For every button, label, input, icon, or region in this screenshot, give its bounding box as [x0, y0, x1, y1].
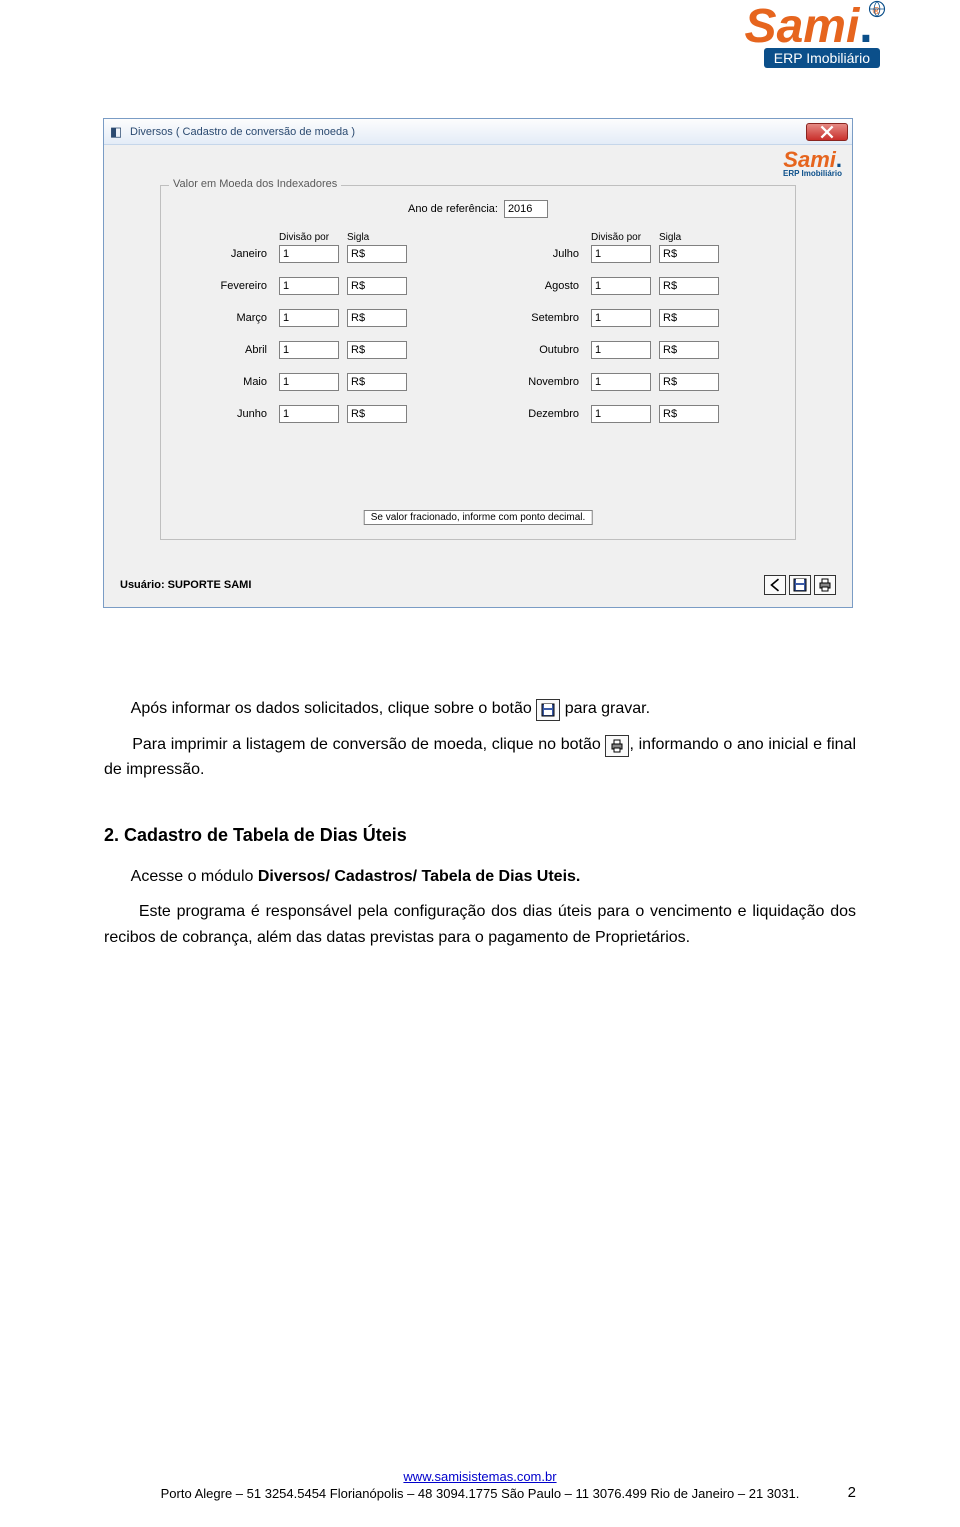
- month-label: Fevereiro: [201, 280, 271, 292]
- window-icon: ◧: [108, 124, 124, 140]
- months-grid: Divisão por Sigla Janeiro Fevereiro: [201, 232, 755, 502]
- month-label: Outubro: [513, 344, 583, 356]
- divisao-input[interactable]: [279, 309, 339, 327]
- divisao-input[interactable]: [279, 277, 339, 295]
- back-icon: [768, 578, 782, 592]
- month-label: Novembro: [513, 376, 583, 388]
- brand-logo-small: Sami. ERP Imobiliário: [783, 147, 842, 178]
- month-label: Junho: [201, 408, 271, 420]
- month-label: Março: [201, 312, 271, 324]
- header-divisao: Divisão por: [279, 232, 339, 243]
- paragraph-2: Para imprimir a listagem de conversão de…: [104, 732, 856, 783]
- ano-input[interactable]: [504, 200, 548, 218]
- groupbox-indexadores: Valor em Moeda dos Indexadores Ano de re…: [160, 185, 796, 540]
- sigla-input[interactable]: [659, 277, 719, 295]
- month-row: Outubro: [513, 341, 755, 359]
- sigla-input[interactable]: [659, 373, 719, 391]
- user-label: Usuário: SUPORTE SAMI: [120, 579, 251, 591]
- month-label: Janeiro: [201, 248, 271, 260]
- month-label: Dezembro: [513, 408, 583, 420]
- save-icon: [541, 703, 555, 717]
- month-row: Julho: [513, 245, 755, 263]
- brand-wordmark: Sami.®: [745, 8, 880, 46]
- footer-cities: Porto Alegre – 51 3254.5454 Florianópoli…: [104, 1486, 856, 1501]
- months-col-right: Divisão por Sigla Julho Agosto Set: [513, 232, 755, 502]
- header-divisao: Divisão por: [591, 232, 651, 243]
- ano-label: Ano de referência:: [408, 203, 498, 215]
- footer-url[interactable]: www.samisistemas.com.br: [403, 1469, 556, 1484]
- groupbox-title: Valor em Moeda dos Indexadores: [169, 178, 341, 190]
- divisao-input[interactable]: [279, 341, 339, 359]
- month-row: Agosto: [513, 277, 755, 295]
- month-label: Abril: [201, 344, 271, 356]
- close-button[interactable]: [806, 123, 848, 141]
- save-button[interactable]: [789, 575, 811, 595]
- titlebar[interactable]: ◧ Diversos ( Cadastro de conversão de mo…: [104, 119, 852, 145]
- sigla-input[interactable]: [347, 309, 407, 327]
- month-label: Julho: [513, 248, 583, 260]
- brand-text: Sami: [745, 0, 860, 53]
- print-icon: [610, 739, 624, 753]
- dialog-body: Sami. ERP Imobiliário Valor em Moeda dos…: [104, 145, 852, 607]
- close-icon: [820, 125, 834, 139]
- sigla-input[interactable]: [347, 277, 407, 295]
- month-label: Maio: [201, 376, 271, 388]
- document-body: Após informar os dados solicitados, cliq…: [104, 696, 856, 960]
- month-label: Setembro: [513, 312, 583, 324]
- section-heading: 2. Cadastro de Tabela de Dias Úteis: [104, 821, 856, 850]
- divisao-input[interactable]: [591, 373, 651, 391]
- paragraph-4: Este programa é responsável pela configu…: [104, 899, 856, 950]
- print-icon: [818, 578, 832, 592]
- header-sigla: Sigla: [347, 232, 407, 243]
- save-icon: [793, 578, 807, 592]
- print-button[interactable]: [814, 575, 836, 595]
- footer: www.samisistemas.com.br Porto Alegre – 5…: [104, 1469, 856, 1501]
- month-row: Fevereiro: [201, 277, 443, 295]
- month-row: Abril: [201, 341, 443, 359]
- sigla-input[interactable]: [347, 373, 407, 391]
- divisao-input[interactable]: [279, 245, 339, 263]
- divisao-input[interactable]: [591, 309, 651, 327]
- divisao-input[interactable]: [591, 277, 651, 295]
- page-number: 2: [848, 1484, 856, 1501]
- print-button-inline[interactable]: [605, 735, 629, 757]
- divisao-input[interactable]: [591, 405, 651, 423]
- paragraph-1: Após informar os dados solicitados, cliq…: [104, 696, 856, 722]
- hint-text: Se valor fracionado, informe com ponto d…: [364, 510, 593, 525]
- divisao-input[interactable]: [591, 341, 651, 359]
- month-row: Janeiro: [201, 245, 443, 263]
- divisao-input[interactable]: [591, 245, 651, 263]
- month-row: Março: [201, 309, 443, 327]
- paragraph-3: Acesse o módulo Diversos/ Cadastros/ Tab…: [104, 864, 856, 890]
- month-row: Novembro: [513, 373, 755, 391]
- back-button[interactable]: [764, 575, 786, 595]
- ano-row: Ano de referência:: [161, 200, 795, 218]
- sigla-input[interactable]: [659, 341, 719, 359]
- month-row: Junho: [201, 405, 443, 423]
- menu-path: Diversos/ Cadastros/ Tabela de Dias Utei…: [258, 868, 581, 885]
- month-row: Maio: [201, 373, 443, 391]
- window-title: Diversos ( Cadastro de conversão de moed…: [130, 126, 806, 138]
- brand-sub-small: ERP Imobiliário: [783, 169, 842, 178]
- header-sigla: Sigla: [659, 232, 719, 243]
- divisao-input[interactable]: [279, 405, 339, 423]
- col-header-right: Divisão por Sigla: [513, 232, 755, 243]
- statusbar: Usuário: SUPORTE SAMI: [120, 575, 836, 595]
- sigla-input[interactable]: [347, 245, 407, 263]
- globe-icon: [868, 0, 886, 18]
- month-row: Dezembro: [513, 405, 755, 423]
- sigla-input[interactable]: [347, 405, 407, 423]
- months-col-left: Divisão por Sigla Janeiro Fevereiro: [201, 232, 443, 502]
- brand-logo-header: Sami.® ERP Imobiliário: [745, 8, 880, 68]
- sigla-input[interactable]: [347, 341, 407, 359]
- col-header-left: Divisão por Sigla: [201, 232, 443, 243]
- month-label: Agosto: [513, 280, 583, 292]
- save-button-inline[interactable]: [536, 699, 560, 721]
- sigla-input[interactable]: [659, 405, 719, 423]
- sigla-input[interactable]: [659, 245, 719, 263]
- month-row: Setembro: [513, 309, 755, 327]
- dialog-window: ◧ Diversos ( Cadastro de conversão de mo…: [103, 118, 853, 608]
- divisao-input[interactable]: [279, 373, 339, 391]
- sigla-input[interactable]: [659, 309, 719, 327]
